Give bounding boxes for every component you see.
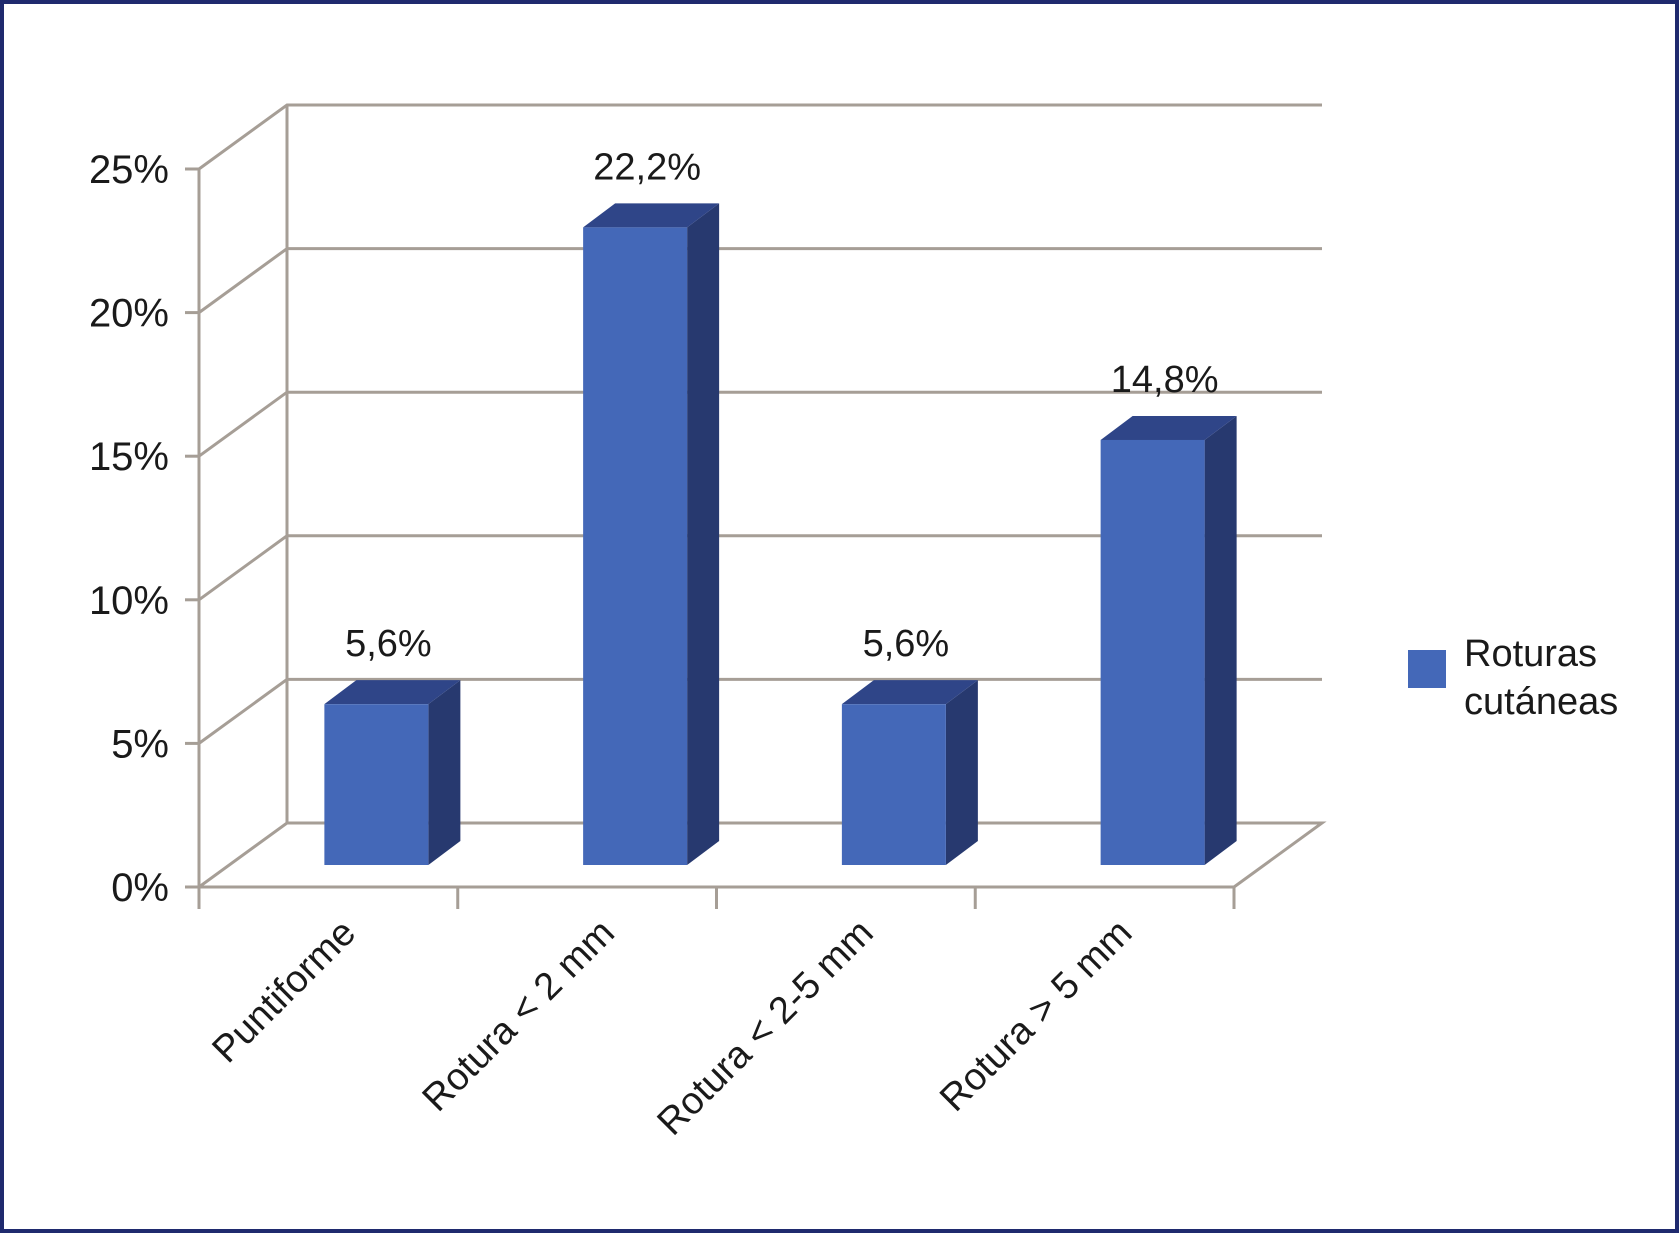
data-label-2: 22,2% <box>593 146 701 188</box>
data-label-1: 5,6% <box>345 623 432 665</box>
y-tick-label-20: 20% <box>89 292 169 336</box>
category-label-1: Puntiforme <box>204 912 364 1072</box>
bar-3 <box>841 680 978 865</box>
y-tick-label-10: 10% <box>89 579 169 623</box>
y-tick-label-0: 0% <box>111 866 169 910</box>
bar-2-side <box>687 203 720 865</box>
bar-2-front <box>583 227 688 865</box>
legend: Roturas cutáneas <box>1408 633 1618 723</box>
category-label-3: Rotura < 2-5 mm <box>650 912 882 1144</box>
grid-layer <box>198 103 1327 889</box>
category-label-2: Rotura < 2 mm <box>415 912 623 1120</box>
bar-1-top <box>324 680 461 705</box>
bar-4-front <box>1100 439 1205 865</box>
data-label-3: 5,6% <box>863 623 950 665</box>
y-tick-label-25: 25% <box>89 148 169 192</box>
bar-1-front <box>324 704 429 865</box>
bar-2-top <box>583 203 720 228</box>
bar-3-top <box>841 680 978 705</box>
legend-label-line-1: Roturas cutáneas <box>1464 633 1618 723</box>
legend-label-word-1: Roturas <box>1464 633 1597 675</box>
bar-2 <box>583 203 720 865</box>
legend-swatch <box>1408 650 1446 688</box>
bar-chart: 0% 5% 10% 15% 20% 25% 5,6% Puntiforme 22,2% Rotu… <box>89 103 1618 1144</box>
bar-4-top <box>1100 415 1237 440</box>
category-label-4: Rotura > 5 mm <box>932 912 1140 1120</box>
gridline-20 <box>198 247 1322 314</box>
bar-4-side <box>1204 415 1237 865</box>
legend-label-word-2: cutáneas <box>1464 681 1618 723</box>
bar-4 <box>1100 415 1237 865</box>
bar-3-front <box>841 704 946 865</box>
data-label-4: 14,8% <box>1111 359 1219 401</box>
y-tick-label-15: 15% <box>89 435 169 479</box>
y-tick-label-5: 5% <box>111 722 169 766</box>
gridline-25 <box>198 103 1322 171</box>
floor-outline <box>198 821 1327 889</box>
axis-layer: 0% 5% 10% 15% 20% 25% <box>89 148 1236 910</box>
bar-layer <box>324 203 1237 865</box>
bar-1-side <box>428 680 461 865</box>
bar-1 <box>324 680 461 865</box>
bar-3-side <box>945 680 978 865</box>
